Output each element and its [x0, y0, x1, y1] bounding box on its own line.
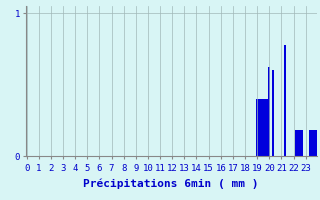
Bar: [297, 130, 299, 156]
Bar: [294, 130, 297, 156]
Bar: [268, 67, 270, 156]
X-axis label: Précipitations 6min ( mm ): Précipitations 6min ( mm ): [84, 178, 259, 189]
Bar: [315, 130, 317, 156]
Bar: [256, 99, 258, 156]
Bar: [264, 99, 266, 156]
Bar: [284, 45, 286, 156]
Bar: [262, 99, 264, 156]
Bar: [266, 99, 268, 156]
Bar: [258, 99, 260, 156]
Bar: [260, 99, 262, 156]
Bar: [311, 130, 313, 156]
Bar: [313, 130, 315, 156]
Bar: [309, 130, 311, 156]
Bar: [300, 130, 303, 156]
Bar: [299, 130, 300, 156]
Bar: [272, 70, 274, 156]
